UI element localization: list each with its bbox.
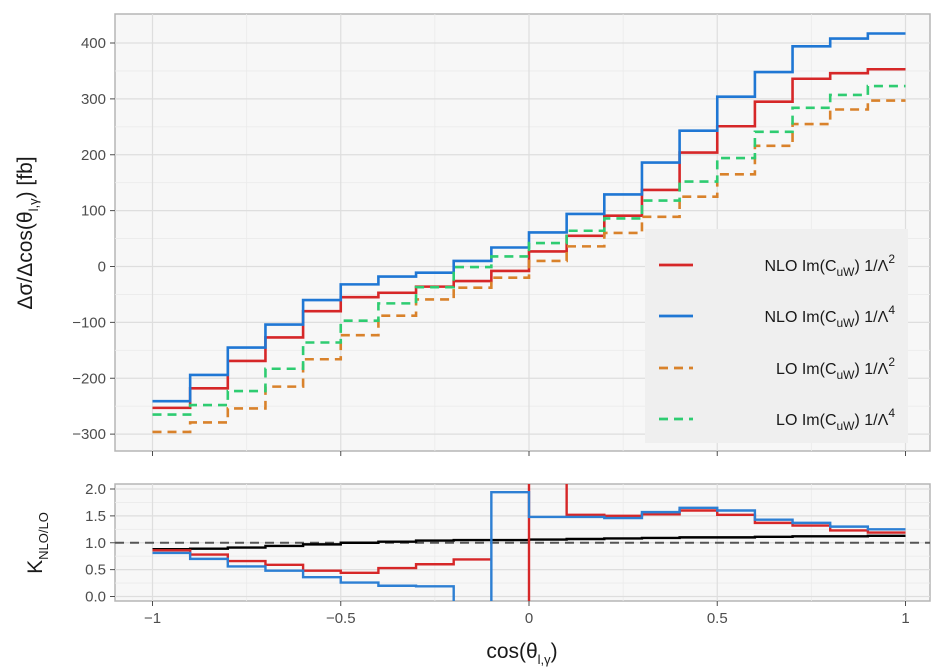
main-panel-series <box>152 32 906 434</box>
y-tick-label: 300 <box>81 91 106 108</box>
x-tick-label: −1 <box>144 610 161 627</box>
legend-label-2: NLO Im(CuW) 1/Λ4 <box>765 303 896 330</box>
ratio-y-ticks: 0.0 0.5 1.0 1.5 2.0 <box>85 481 115 606</box>
ratio-y-axis-title-sub: NLO/LO <box>36 512 51 560</box>
main-y-axis-title-sub: l,γ <box>26 198 41 212</box>
series-line-4 <box>152 84 906 416</box>
legend: NLO Im(CuW) 1/Λ2 NLO Im(CuW) 1/Λ4 LO Im(Cu… <box>645 229 908 443</box>
y-tick-label: 1.5 <box>85 508 106 525</box>
ratio-y-axis-title: KNLO/LO <box>24 512 51 574</box>
legend-label-1: NLO Im(CuW) 1/Λ2 <box>765 252 896 279</box>
main-y-axis-title-main: Δσ/Δcos(θ <box>14 211 37 309</box>
y-tick-label: 1.0 <box>85 535 106 552</box>
x-tick-label: 1 <box>901 610 909 627</box>
ratio-line-2 <box>152 549 492 575</box>
main-y-axis-title: Δσ/Δcos(θl,γ) [fb] <box>14 156 41 309</box>
series-line-2 <box>152 32 906 403</box>
legend-items: NLO Im(CuW) 1/Λ2 NLO Im(CuW) 1/Λ4 LO Im(Cu… <box>659 252 895 433</box>
x-tick-label: −0.5 <box>326 610 356 627</box>
y-tick-label: 0.0 <box>85 589 106 606</box>
x-tick-label: 0.5 <box>707 610 728 627</box>
main-y-ticks: −300 −200 −100 0 100 200 300 400 <box>72 35 115 443</box>
legend-label-4: LO Im(CuW) 1/Λ4 <box>776 406 895 433</box>
ratio-x-ticks: −1 −0.5 0 0.5 1 <box>144 601 910 627</box>
main-x-ticks <box>152 451 906 456</box>
y-tick-label: 0 <box>98 259 106 276</box>
ratio-panel-series <box>152 484 906 601</box>
x-axis-title-main: cos(θ <box>486 640 537 663</box>
ratio-line-3 <box>152 491 906 601</box>
y-tick-label: 0.5 <box>85 562 106 579</box>
y-tick-label: −300 <box>72 426 106 443</box>
y-tick-label: 100 <box>81 203 106 220</box>
x-axis-title-sub: l,γ <box>538 652 552 667</box>
y-tick-label: −100 <box>72 314 106 331</box>
y-tick-label: 2.0 <box>85 481 106 498</box>
y-tick-label: 200 <box>81 147 106 164</box>
x-axis-title: cos(θl,γ) <box>486 640 557 667</box>
y-tick-label: −200 <box>72 370 106 387</box>
ratio-panel: 0.0 0.5 1.0 1.5 2.0 −1 −0.5 0 0.5 1 <box>85 481 931 627</box>
y-tick-label: 400 <box>81 35 106 52</box>
ratio-line-2 <box>527 484 906 601</box>
x-tick-label: 0 <box>525 610 533 627</box>
ratio-y-axis-title-main: K <box>24 560 47 574</box>
series-line-3 <box>152 99 906 434</box>
legend-label-3: LO Im(CuW) 1/Λ2 <box>776 355 895 382</box>
x-axis-title-end: ) <box>551 640 558 663</box>
main-y-axis-title-end: ) [fb] <box>14 156 37 198</box>
